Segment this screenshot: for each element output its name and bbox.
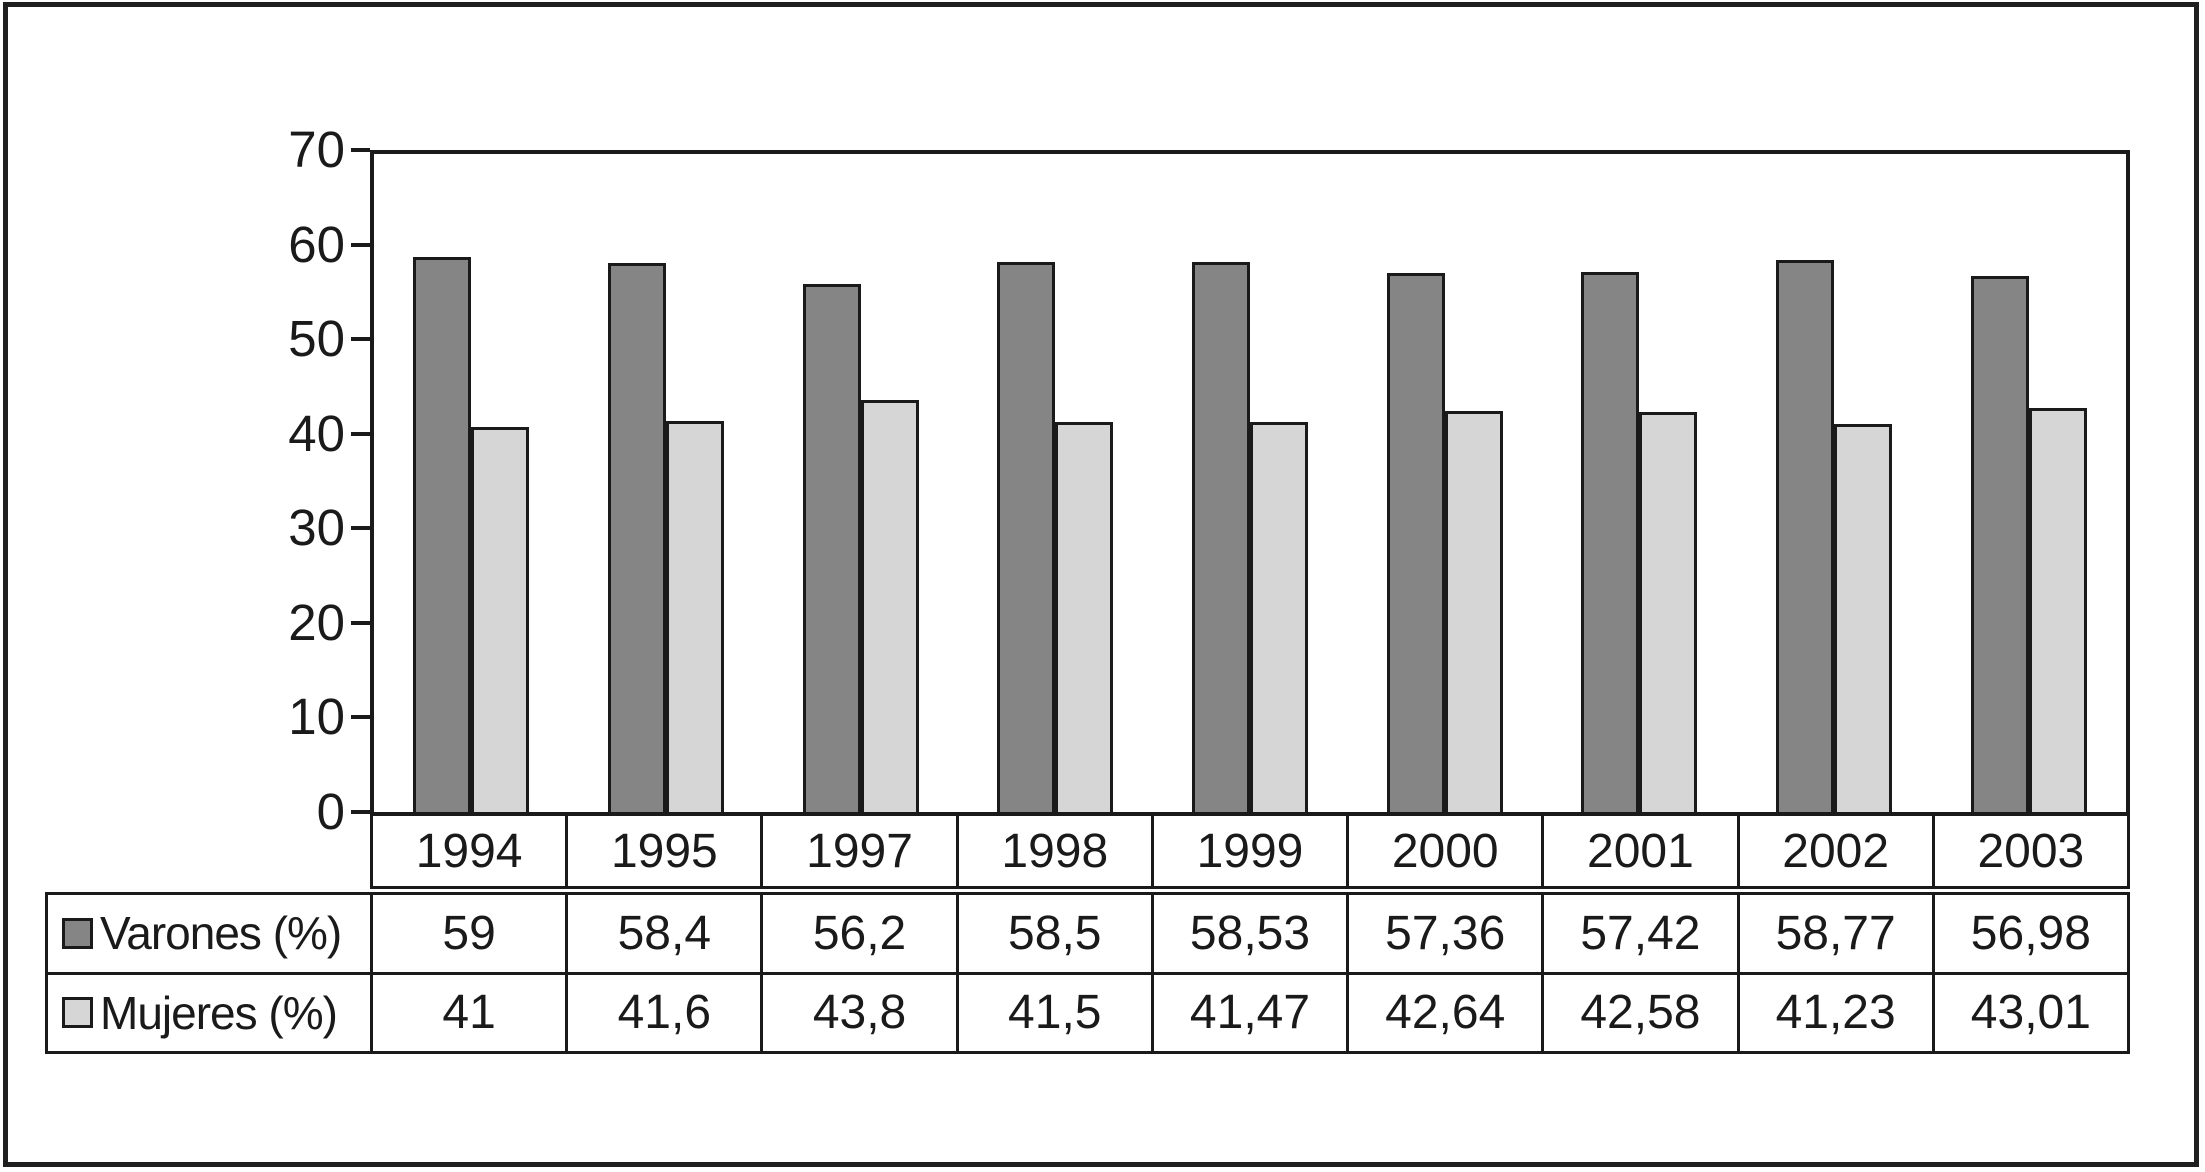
value-cell: 41,5 xyxy=(955,974,1151,1051)
bar-group-1995 xyxy=(569,154,764,812)
y-axis-tick-mark xyxy=(351,620,370,625)
value-cell: 41,47 xyxy=(1150,974,1346,1051)
bar-mujeres-1999 xyxy=(1249,422,1308,812)
legend-cell: Mujeres (%) xyxy=(48,975,370,1052)
bar-varones-1998 xyxy=(997,262,1056,812)
bar-varones-1997 xyxy=(802,284,861,812)
y-axis-tick-label: 10 xyxy=(288,688,345,746)
bar-group-1998 xyxy=(958,154,1153,812)
year-cell: 2002 xyxy=(1736,816,1932,886)
value-cell: 41,6 xyxy=(565,974,760,1051)
bar-group-1999 xyxy=(1153,154,1348,812)
series-row-mujeres: Mujeres (%) 41 41,6 43,8 41,5 41,47 42,64 42,58… xyxy=(48,971,2127,1052)
data-table: Varones (%) 59 58,4 56,2 58,5 58,53 57,36 57,42… xyxy=(45,892,2130,1054)
value-cell: 56,2 xyxy=(760,895,955,972)
bar-varones-1994 xyxy=(413,257,472,812)
y-axis-tick-label: 20 xyxy=(288,593,345,651)
bar-varones-1999 xyxy=(1191,262,1250,812)
bar-mujeres-2003 xyxy=(2028,408,2087,812)
legend-cell: Varones (%) xyxy=(48,895,370,972)
bar-varones-2003 xyxy=(1970,276,2029,812)
bar-group-1994 xyxy=(374,154,569,812)
y-axis-tick-label: 0 xyxy=(316,783,345,840)
bar-group-2003 xyxy=(1931,154,2126,812)
y-axis-tick-label: 30 xyxy=(288,499,345,557)
bar-group-2000 xyxy=(1347,154,1542,812)
value-cell: 57,36 xyxy=(1346,895,1541,972)
bar-mujeres-2001 xyxy=(1639,412,1698,812)
bar-mujeres-2002 xyxy=(1833,424,1892,812)
legend-swatch-icon xyxy=(62,997,93,1029)
bar-varones-2002 xyxy=(1775,260,1834,812)
y-axis-tick-mark xyxy=(351,810,370,814)
value-cell: 58,5 xyxy=(955,895,1151,972)
bar-varones-2000 xyxy=(1386,273,1445,812)
y-axis-tick-label: 50 xyxy=(288,310,345,368)
y-axis-tick-mark xyxy=(351,431,370,436)
y-axis-tick-label: 40 xyxy=(288,404,345,462)
y-axis-tick-mark xyxy=(351,242,370,247)
series-name-label: Mujeres (%) xyxy=(100,986,338,1039)
image-border-frame xyxy=(3,2,2199,1167)
value-cell: 56,98 xyxy=(1931,895,2127,972)
value-cell: 41 xyxy=(370,974,565,1051)
year-cell: 2003 xyxy=(1931,816,2127,886)
year-cell: 1995 xyxy=(565,816,760,886)
bar-mujeres-1997 xyxy=(860,400,919,812)
bar-group-1997 xyxy=(763,154,958,812)
bar-mujeres-1994 xyxy=(471,427,530,812)
value-cell: 58,4 xyxy=(565,895,760,972)
value-cell: 41,23 xyxy=(1736,974,1932,1051)
y-axis-tick-label: 60 xyxy=(288,215,345,273)
x-axis-category-row: 1994 1995 1997 1998 1999 2000 2001 2002 2003 xyxy=(370,816,2130,889)
bar-mujeres-2000 xyxy=(1444,411,1503,812)
value-cell: 43,8 xyxy=(760,974,955,1051)
year-cell: 1994 xyxy=(415,824,523,878)
year-cell: 1997 xyxy=(760,816,955,886)
y-axis-tick-mark xyxy=(351,337,370,342)
value-cell: 57,42 xyxy=(1541,895,1736,972)
y-axis-tick-mark xyxy=(351,526,370,531)
legend-swatch-icon xyxy=(62,917,93,949)
bar-mujeres-1998 xyxy=(1055,422,1114,812)
year-cell: 1999 xyxy=(1150,816,1346,886)
year-cell: 2001 xyxy=(1541,816,1736,886)
series-row-varones: Varones (%) 59 58,4 56,2 58,5 58,53 57,36 57,42… xyxy=(48,895,2127,972)
value-cell: 58,77 xyxy=(1736,895,1932,972)
value-cell: 59 xyxy=(370,895,565,972)
y-axis-tick-mark xyxy=(351,715,370,720)
value-cell: 42,58 xyxy=(1541,974,1736,1051)
y-axis-tick-mark xyxy=(351,148,370,152)
value-cell: 43,01 xyxy=(1931,974,2127,1051)
bar-group-2001 xyxy=(1542,154,1737,812)
bar-group-2002 xyxy=(1737,154,1932,812)
y-axis-tick-label: 70 xyxy=(288,121,345,178)
series-name-label: Varones (%) xyxy=(100,907,342,960)
plot-area xyxy=(370,150,2130,816)
year-cell: 2000 xyxy=(1346,816,1541,886)
bar-mujeres-1995 xyxy=(665,421,724,812)
value-cell: 58,53 xyxy=(1150,895,1346,972)
bar-varones-1995 xyxy=(607,263,666,812)
bar-varones-2001 xyxy=(1581,272,1640,812)
value-cell: 42,64 xyxy=(1346,974,1541,1051)
year-cell: 1998 xyxy=(955,816,1151,886)
